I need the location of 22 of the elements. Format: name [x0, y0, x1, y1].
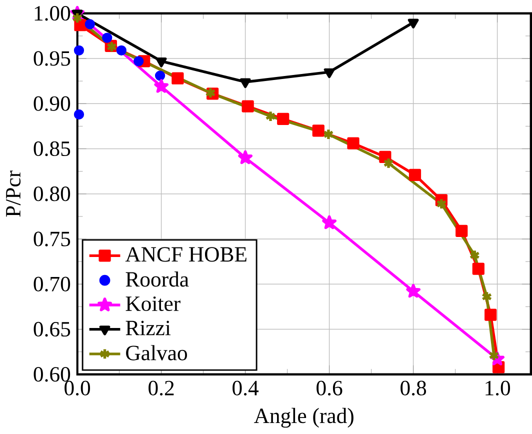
y-tick-label: 0.85 [34, 142, 70, 156]
y-axis-title: P/Pcr [6, 170, 21, 217]
legend-label: Roorda [126, 272, 189, 287]
y-tick-label: 0.90 [34, 96, 70, 112]
y-tick-label: 0.70 [34, 276, 70, 292]
legend-label: ANCF HOBE [125, 247, 246, 262]
x-axis-title: Angle (rad) [254, 408, 354, 428]
x-tick-label: 0.4 [232, 380, 259, 396]
legend-label: Galvao [126, 345, 187, 360]
legend-label: Rizzi [126, 320, 171, 336]
x-tick-label: 1.0 [486, 380, 510, 396]
x-tick-label: 0.0 [64, 380, 90, 396]
x-tick-label: 0.6 [316, 380, 342, 396]
y-tick-label: 0.80 [34, 186, 70, 202]
x-tick-label: 0.8 [400, 380, 426, 396]
y-tick-label: 0.75 [34, 232, 70, 247]
y-tick-label: 0.95 [34, 51, 70, 66]
y-tick-label: 0.65 [34, 322, 70, 337]
x-tick-label: 0.2 [148, 380, 174, 396]
y-tick-label: 0.60 [34, 367, 70, 382]
legend-label: Koiter [126, 296, 180, 312]
y-tick-label: 1.00 [34, 6, 70, 21]
